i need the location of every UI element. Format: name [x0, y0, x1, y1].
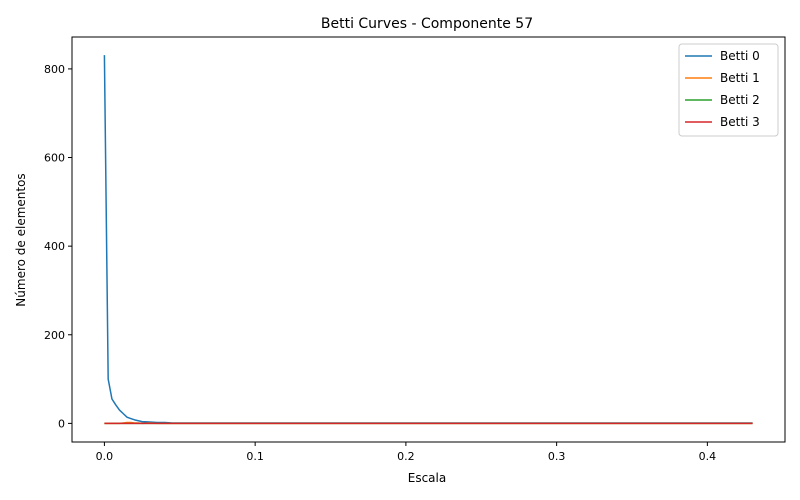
legend-label: Betti 3 [720, 115, 760, 129]
legend-box [678, 43, 779, 137]
chart-title: Betti Curves - Componente 57 [321, 16, 533, 32]
legend-label: Betti 0 [720, 49, 760, 63]
y-tick-label: 800 [44, 63, 65, 76]
legend-label: Betti 2 [720, 93, 760, 107]
legend-label: Betti 1 [720, 71, 760, 85]
plot-area-frame [71, 36, 786, 443]
x-axis-label: Escala [408, 471, 446, 485]
plot-lines [103, 55, 753, 425]
y-tick-label: 200 [44, 329, 65, 342]
x-axis-ticks: 0.0 0.1 0.2 0.3 0.4 [96, 442, 716, 463]
y-tick-label: 0 [58, 417, 65, 430]
y-axis-ticks: 0 200 400 600 800 [44, 63, 72, 430]
x-tick-label: 0.2 [397, 450, 415, 463]
x-tick-label: 0.0 [96, 450, 114, 463]
y-tick-label: 400 [44, 240, 65, 253]
x-tick-label: 0.4 [699, 450, 717, 463]
y-axis-label: Número de elementos [14, 173, 28, 306]
y-tick-label: 600 [44, 152, 65, 165]
x-tick-label: 0.3 [548, 450, 566, 463]
series-line-betti-0 [103, 55, 753, 424]
x-tick-label: 0.1 [246, 450, 264, 463]
legend: Betti 0 Betti 1 Betti 2 Betti 3 [678, 43, 779, 137]
